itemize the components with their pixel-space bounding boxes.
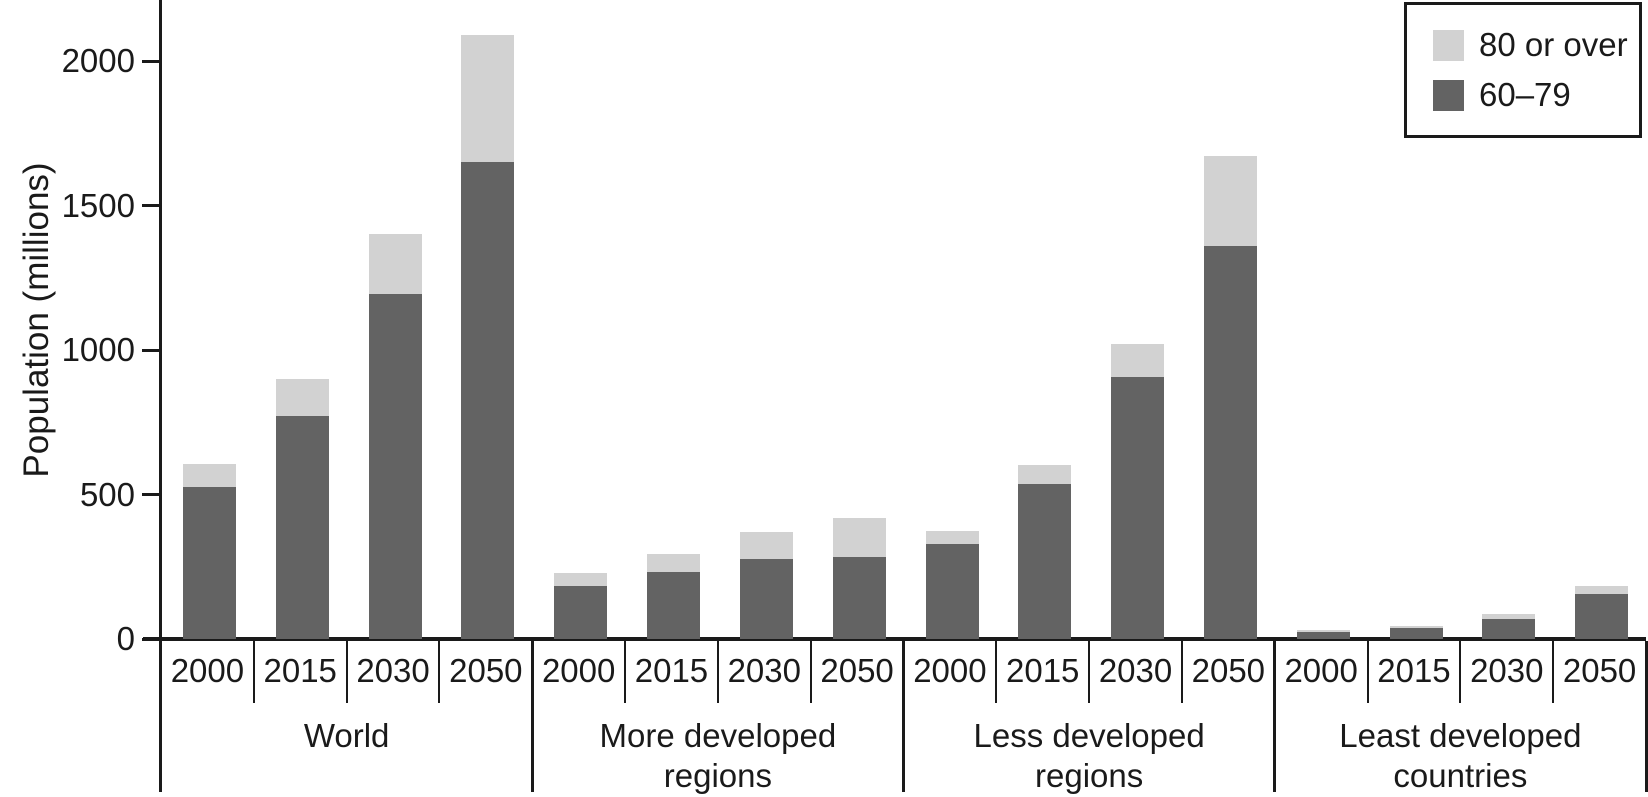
bar-segment-80-or-over [1111, 344, 1165, 377]
bar-segment-60-79 [461, 161, 515, 639]
year-separator [1180, 641, 1183, 703]
bar-segment-80-or-over [183, 464, 236, 487]
group-label: regions [663, 757, 772, 794]
x-tick-label-year: 2030 [1098, 652, 1173, 689]
bar-segment-80-or-over [925, 531, 979, 544]
bar-segment-80-or-over [739, 532, 793, 559]
bar-segment-80-or-over [368, 233, 422, 294]
year-separator [438, 641, 441, 703]
legend-swatch-60-79 [1433, 79, 1464, 111]
bar-segment-60-79 [1389, 628, 1443, 639]
year-separator [1088, 641, 1091, 703]
x-tick-label-year: 2050 [449, 652, 523, 689]
legend-swatch-80-or-over [1433, 29, 1464, 61]
bar-segment-80-or-over [832, 518, 886, 557]
y-tick-label: 2000 [61, 42, 135, 79]
bar-segment-60-79 [1575, 594, 1629, 639]
x-tick-label-year: 2000 [541, 652, 616, 689]
year-separator [1459, 641, 1462, 703]
x-tick-label-year: 2015 [263, 652, 337, 689]
group-label: Less developed [973, 717, 1205, 754]
bar-segment-80-or-over [1389, 625, 1443, 628]
legend-label-60-79: 60–79 [1479, 76, 1571, 113]
group-label: Least developed [1339, 717, 1582, 754]
x-tick-label-year: 2000 [170, 652, 245, 689]
year-separator [345, 641, 348, 703]
x-tick-label-year: 2030 [727, 652, 801, 689]
bar-segment-80-or-over [1575, 586, 1629, 595]
group-label: More developed [599, 717, 837, 754]
bar-segment-60-79 [1111, 376, 1165, 639]
year-separator [252, 641, 255, 703]
bar-segment-60-79 [739, 558, 793, 639]
y-tick-label: 1000 [61, 331, 135, 368]
y-tick-label: 1500 [61, 186, 135, 224]
bar-segment-60-79 [368, 293, 422, 639]
bar-segment-80-or-over [554, 573, 608, 587]
bar-segment-60-79 [832, 556, 886, 639]
x-tick-label-year: 2050 [820, 652, 894, 689]
x-tick-label-year: 2000 [1284, 652, 1358, 689]
bar-segment-60-79 [275, 416, 329, 639]
x-tick-label-year: 2050 [1562, 652, 1637, 689]
bar-segment-80-or-over [647, 553, 701, 572]
bar-segment-60-79 [554, 586, 608, 639]
group-separator [530, 641, 534, 792]
legend-item-80-or-over: 80 or over [1433, 28, 1639, 62]
x-tick-label-year: 2015 [1006, 652, 1080, 689]
year-separator [716, 641, 719, 703]
bar-segment-80-or-over [1018, 465, 1072, 485]
group-label: World [303, 717, 390, 754]
x-axis-line [143, 637, 1646, 641]
year-separator [1552, 641, 1555, 703]
group-label: regions [1035, 757, 1144, 794]
x-tick-label-year: 2015 [634, 652, 709, 689]
group-separator [1644, 641, 1648, 792]
legend-label-80-or-over: 80 or over [1479, 26, 1628, 63]
bar-segment-60-79 [1018, 484, 1072, 639]
bar-segment-60-79 [183, 486, 236, 639]
y-tick-mark [142, 348, 160, 352]
y-tick-mark [142, 637, 160, 641]
bar-segment-60-79 [925, 543, 979, 639]
bar-segment-60-79 [1203, 245, 1257, 639]
x-tick-label-year: 2015 [1377, 652, 1451, 689]
legend-item-60-79: 60–79 [1433, 78, 1639, 112]
bar-segment-60-79 [1296, 631, 1350, 639]
y-tick-label: 500 [79, 475, 135, 513]
y-tick-label: 0 [116, 620, 135, 657]
bar-segment-60-79 [647, 571, 701, 639]
x-tick-label-year: 2030 [356, 652, 430, 689]
group-label: countries [1393, 757, 1528, 794]
year-separator [995, 641, 998, 703]
group-separator [1273, 641, 1277, 792]
bar-segment-80-or-over [1203, 156, 1257, 246]
y-tick-mark [142, 493, 160, 496]
bar-segment-80-or-over [461, 34, 515, 162]
bar-segment-80-or-over [1296, 630, 1350, 632]
legend: 80 or over 60–79 [1404, 2, 1642, 138]
x-tick-label-year: 2050 [1191, 652, 1266, 689]
y-axis-line [159, 0, 162, 792]
bar-segment-60-79 [1482, 618, 1536, 639]
year-separator [809, 641, 812, 703]
bar-segment-80-or-over [1482, 614, 1536, 619]
y-tick-mark [142, 59, 160, 63]
y-tick-mark [142, 204, 160, 207]
group-separator [902, 641, 905, 792]
year-separator [1366, 641, 1369, 703]
x-tick-label-year: 2030 [1470, 652, 1544, 689]
bar-segment-80-or-over [275, 378, 329, 417]
x-tick-label-year: 2000 [913, 652, 987, 689]
year-separator [624, 641, 627, 703]
